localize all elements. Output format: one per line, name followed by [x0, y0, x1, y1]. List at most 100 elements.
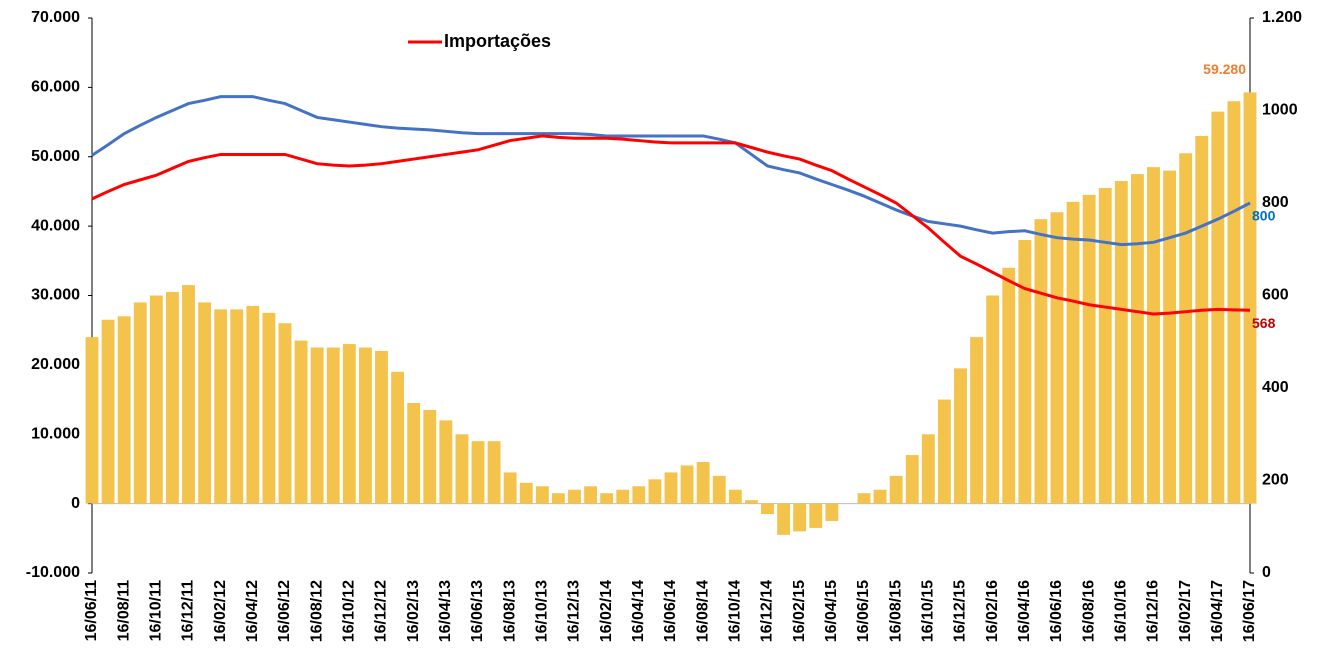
bar	[1227, 101, 1241, 504]
x-tick-label: 16/12/13	[566, 580, 583, 642]
x-tick-label: 16/04/13	[437, 580, 454, 642]
y2-tick-label: 1000	[1262, 102, 1298, 119]
data-label: 568	[1252, 315, 1276, 331]
bar	[101, 319, 115, 504]
x-tick-label: 16/06/13	[469, 580, 486, 642]
bar	[423, 409, 437, 504]
bar	[342, 344, 356, 504]
bar	[825, 503, 839, 521]
x-tick-label: 16/06/14	[662, 580, 679, 642]
bar	[294, 340, 308, 504]
bar	[85, 337, 99, 504]
line	[91, 134, 1251, 316]
bar	[1147, 167, 1160, 504]
y2-tick-label: 600	[1262, 287, 1289, 304]
x-tick-label: 16/06/17	[1241, 580, 1258, 642]
x-tick-label: 16/04/15	[823, 580, 840, 642]
bar	[262, 312, 276, 504]
bar	[1050, 212, 1064, 504]
bar	[905, 455, 919, 504]
bar	[600, 493, 614, 504]
bar	[1082, 194, 1096, 504]
data-label: 59.280	[1203, 61, 1246, 77]
bar	[198, 302, 212, 504]
bar	[584, 486, 598, 504]
y-tick-label: 40.000	[31, 217, 80, 234]
bar	[278, 323, 292, 504]
x-tick-label: 16/04/17	[1209, 580, 1226, 642]
bar	[1211, 111, 1225, 504]
bar	[696, 462, 710, 504]
x-tick-label: 16/10/16	[1113, 580, 1130, 642]
bar	[182, 285, 195, 504]
bar	[214, 309, 228, 504]
y2-tick-label: 400	[1262, 379, 1289, 396]
bar	[133, 302, 147, 504]
x-tick-label: 16/08/16	[1080, 580, 1097, 642]
x-tick-label: 16/10/15	[920, 580, 937, 642]
bar	[728, 489, 742, 504]
bar	[375, 351, 388, 504]
bar	[616, 489, 630, 504]
bar	[712, 475, 726, 504]
y-tick-label: 50.000	[31, 148, 80, 165]
x-tick-label: 16/02/16	[984, 580, 1001, 642]
bar	[857, 493, 871, 504]
bar	[873, 489, 887, 504]
x-tick-label: 16/02/13	[405, 580, 422, 642]
bar	[793, 503, 807, 532]
x-tick-label: 16/04/14	[630, 580, 647, 642]
bar	[503, 472, 517, 504]
x-tick-label: 16/10/14	[727, 580, 744, 642]
bar	[165, 292, 179, 504]
x-tick-label: 16/10/12	[341, 580, 358, 642]
bar	[439, 420, 453, 504]
x-tick-label: 16/12/12	[373, 580, 390, 642]
x-tick-label: 16/04/16	[1016, 580, 1033, 642]
bar	[471, 441, 485, 504]
x-tick-label: 16/06/15	[855, 580, 872, 642]
bar	[310, 347, 324, 504]
bar	[455, 434, 469, 504]
bar	[777, 503, 791, 535]
y-tick-label: -10.000	[26, 564, 80, 581]
x-tick-label: 16/12/11	[180, 580, 197, 642]
x-tick-label: 16/02/17	[1177, 580, 1194, 642]
bar	[1114, 181, 1128, 504]
y2-tick-label: 1.200	[1262, 9, 1302, 26]
x-tick-label: 16/10/13	[534, 580, 551, 642]
bar	[1195, 135, 1209, 504]
bar	[326, 347, 340, 504]
line	[91, 95, 1251, 247]
bar	[1066, 201, 1080, 504]
bar	[664, 472, 678, 504]
bar	[761, 503, 774, 515]
x-tick-label: 16/02/15	[791, 580, 808, 642]
bar	[1243, 92, 1257, 504]
bar	[970, 337, 984, 504]
bar	[149, 295, 163, 504]
bar	[358, 347, 372, 504]
bar	[230, 309, 244, 504]
x-tick-label: 16/08/14	[694, 580, 711, 642]
x-tick-label: 16/12/15	[952, 580, 969, 642]
y-tick-label: 60.000	[31, 79, 80, 96]
y-tick-label: 70.000	[31, 9, 80, 26]
y-tick-label: 30.000	[31, 287, 80, 304]
bar	[487, 441, 501, 504]
bar	[535, 486, 549, 504]
bar	[551, 493, 565, 504]
bar	[937, 399, 951, 504]
bar	[1130, 174, 1144, 504]
bar	[889, 475, 903, 504]
bar	[986, 295, 1000, 504]
bar	[391, 371, 405, 504]
x-tick-label: 16/08/11	[115, 580, 132, 642]
y-tick-label: 10.000	[31, 425, 80, 442]
data-label: 800	[1252, 208, 1276, 224]
bar	[568, 489, 581, 504]
x-tick-label: 16/06/12	[276, 580, 293, 642]
bar	[407, 403, 421, 504]
bar	[744, 500, 758, 504]
